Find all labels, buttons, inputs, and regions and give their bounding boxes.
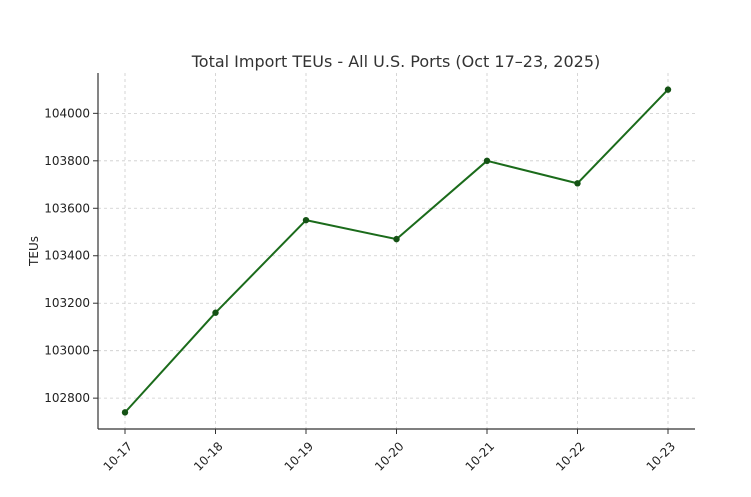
y-tick-label: 103600 [44,201,90,215]
ticks: 10-17 10-18 10-19 10-20 10-21 10-22 10-23 10280… [44,106,678,473]
x-tick-label: 10-21 [463,439,498,474]
data-point [122,409,128,415]
data-point [393,236,399,242]
x-tick-label: 10-17 [101,439,136,474]
grid [98,73,695,429]
y-tick-label: 103400 [44,249,90,263]
data-point [574,180,580,186]
data-point [212,310,218,316]
y-tick-label: 104000 [44,106,90,120]
y-tick-label: 103800 [44,154,90,168]
y-axis-label: TEUs [27,236,41,267]
x-tick-label: 10-22 [553,439,588,474]
x-tick-label: 10-23 [644,439,679,474]
y-tick-label: 103200 [44,296,90,310]
y-tick-label: 102800 [44,391,90,405]
x-tick-label: 10-20 [372,439,407,474]
chart-title: Total Import TEUs - All U.S. Ports (Oct … [191,52,601,71]
data-point [484,158,490,164]
y-tick-label: 103000 [44,344,90,358]
data-point [665,86,671,92]
x-tick-label: 10-18 [191,439,226,474]
data-point [303,217,309,223]
x-tick-label: 10-19 [282,439,317,474]
